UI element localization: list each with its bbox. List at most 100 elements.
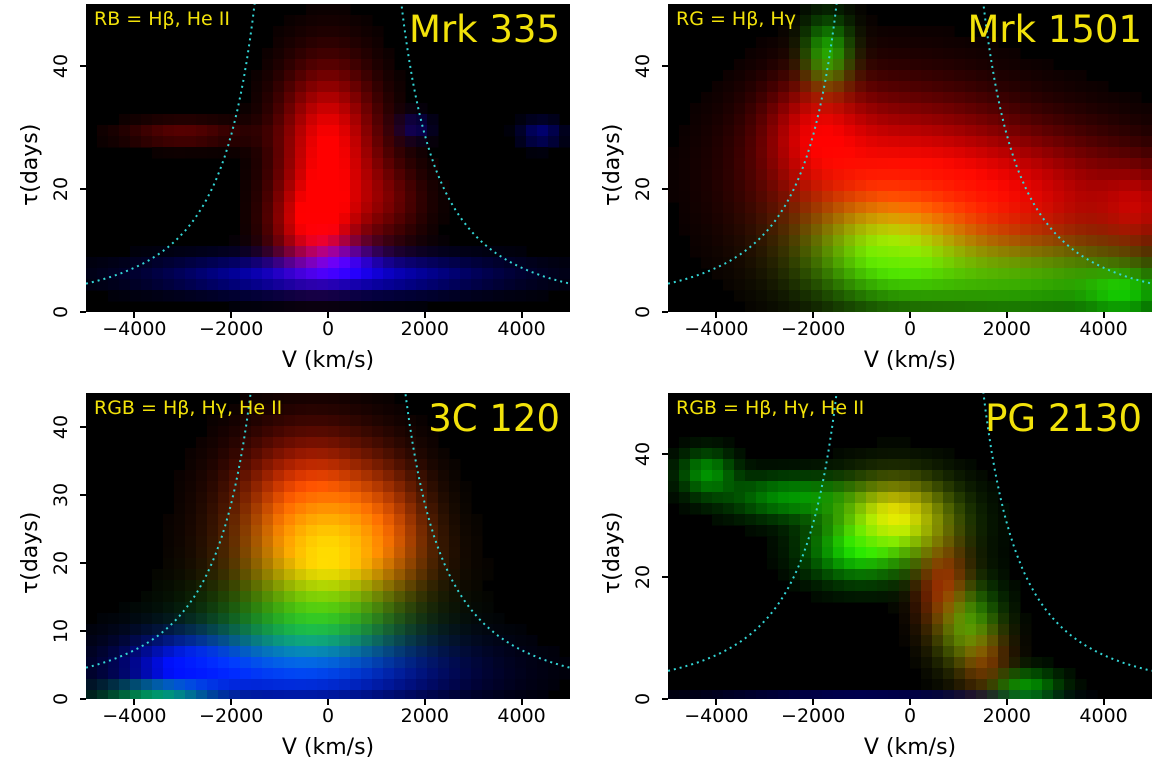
heatmap-cell bbox=[185, 657, 197, 669]
heatmap-cell bbox=[1053, 301, 1065, 312]
heatmap-cell bbox=[734, 169, 746, 181]
heatmap-cell bbox=[778, 470, 790, 482]
heatmap-cell bbox=[943, 180, 955, 192]
heatmap-cell bbox=[899, 213, 911, 225]
heatmap-cell bbox=[251, 180, 263, 192]
heatmap-cell bbox=[1053, 246, 1065, 258]
heatmap-frame: RGB = Hβ, Hγ, He II PG 2130 bbox=[668, 393, 1152, 699]
heatmap-cell bbox=[954, 547, 966, 559]
heatmap-cell bbox=[756, 459, 768, 471]
heatmap-cell bbox=[855, 448, 867, 460]
heatmap-cell bbox=[976, 690, 988, 699]
heatmap-cell bbox=[152, 690, 164, 699]
heatmap-cell bbox=[460, 492, 472, 504]
heatmap-cell bbox=[339, 679, 351, 691]
heatmap-cell bbox=[207, 547, 219, 559]
heatmap-cell bbox=[822, 301, 834, 312]
heatmap-cell bbox=[328, 558, 340, 570]
heatmap-cell bbox=[361, 191, 373, 203]
heatmap-cell bbox=[383, 679, 395, 691]
heatmap-cell bbox=[954, 81, 966, 93]
heatmap-cell bbox=[976, 525, 988, 537]
heatmap-cell bbox=[372, 158, 384, 170]
heatmap-cell bbox=[965, 624, 977, 636]
heatmap-cell bbox=[998, 569, 1010, 581]
heatmap-cell bbox=[800, 536, 812, 548]
heatmap-cell bbox=[811, 235, 823, 247]
x-tick-mark bbox=[230, 312, 233, 318]
heatmap-cell bbox=[284, 404, 296, 416]
heatmap-cell bbox=[273, 147, 285, 159]
heatmap-cell bbox=[1020, 301, 1032, 312]
heatmap-cell bbox=[493, 668, 505, 680]
x-tick-label: 2000 bbox=[400, 318, 449, 340]
heatmap-cell bbox=[537, 257, 549, 269]
heatmap-cell bbox=[471, 514, 483, 526]
heatmap-cell bbox=[229, 114, 241, 126]
heatmap-cell bbox=[756, 114, 768, 126]
heatmap-cell bbox=[723, 213, 735, 225]
heatmap-cell bbox=[998, 613, 1010, 625]
heatmap-cell bbox=[361, 668, 373, 680]
heatmap-cell bbox=[712, 81, 724, 93]
heatmap-cell bbox=[515, 279, 527, 291]
heatmap-cell bbox=[1097, 213, 1109, 225]
heatmap-cell bbox=[998, 624, 1010, 636]
heatmap-cell bbox=[317, 125, 329, 137]
heatmap-cell bbox=[383, 279, 395, 291]
heatmap-cell bbox=[339, 158, 351, 170]
heatmap-cell bbox=[163, 624, 175, 636]
y-tick-mark bbox=[80, 64, 86, 67]
heatmap-cell bbox=[954, 70, 966, 82]
heatmap-cell bbox=[921, 301, 933, 312]
heatmap-cell bbox=[778, 92, 790, 104]
heatmap-cell bbox=[218, 136, 230, 148]
heatmap-cell bbox=[339, 136, 351, 148]
heatmap-cell bbox=[723, 147, 735, 159]
heatmap-cell bbox=[383, 147, 395, 159]
heatmap-cell bbox=[800, 224, 812, 236]
heatmap-cell bbox=[449, 569, 461, 581]
heatmap-cell bbox=[910, 591, 922, 603]
heatmap-cell bbox=[778, 158, 790, 170]
heatmap-cell bbox=[273, 547, 285, 559]
heatmap-cell bbox=[833, 235, 845, 247]
heatmap-cell bbox=[987, 235, 999, 247]
heatmap-cell bbox=[262, 690, 274, 699]
heatmap-cell bbox=[262, 558, 274, 570]
heatmap-cell bbox=[273, 646, 285, 658]
heatmap-cell bbox=[405, 103, 417, 115]
heatmap-cell bbox=[394, 481, 406, 493]
heatmap-cell bbox=[416, 235, 428, 247]
heatmap-cell bbox=[306, 81, 318, 93]
heatmap-cell bbox=[317, 268, 329, 280]
heatmap-cell bbox=[1141, 169, 1152, 181]
heatmap-cell bbox=[1020, 213, 1032, 225]
heatmap-cell bbox=[745, 125, 757, 137]
heatmap-cell bbox=[866, 213, 878, 225]
heatmap-cell bbox=[866, 481, 878, 493]
heatmap-cell bbox=[196, 547, 208, 559]
heatmap-cell bbox=[965, 125, 977, 137]
heatmap-cell bbox=[1064, 668, 1076, 680]
heatmap-cell bbox=[515, 246, 527, 258]
heatmap-cell bbox=[976, 536, 988, 548]
heatmap-cell bbox=[965, 591, 977, 603]
heatmap-cell bbox=[317, 492, 329, 504]
heatmap-cell bbox=[1119, 213, 1131, 225]
heatmap-cell bbox=[1031, 690, 1043, 699]
heatmap-cell bbox=[405, 279, 417, 291]
heatmap-cell bbox=[328, 81, 340, 93]
heatmap-cell bbox=[339, 404, 351, 416]
heatmap-cell bbox=[108, 679, 120, 691]
heatmap-cell bbox=[943, 257, 955, 269]
heatmap-cell bbox=[273, 268, 285, 280]
heatmap-cell bbox=[196, 679, 208, 691]
heatmap-cell bbox=[284, 613, 296, 625]
heatmap-cell bbox=[899, 470, 911, 482]
heatmap-cell bbox=[317, 70, 329, 82]
heatmap-cell bbox=[668, 169, 680, 181]
heatmap-cell bbox=[943, 114, 955, 126]
heatmap-cell bbox=[965, 213, 977, 225]
heatmap-cell bbox=[723, 470, 735, 482]
